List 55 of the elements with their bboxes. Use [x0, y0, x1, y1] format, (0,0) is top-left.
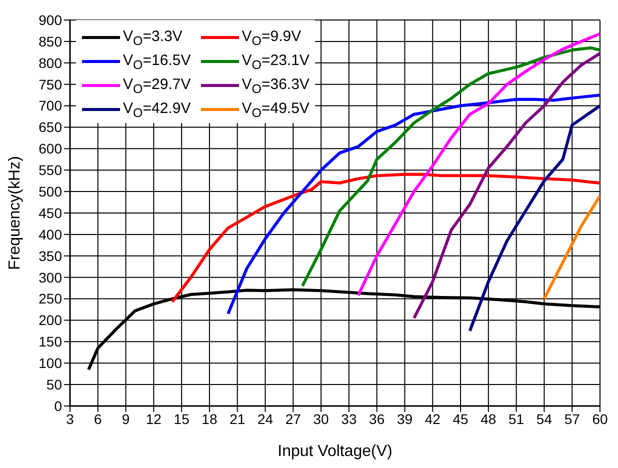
- legend-label: V$_{O}$=23.1V: [242, 52, 310, 72]
- x-tick-label: 9: [122, 410, 130, 427]
- y-tick-label: 150: [38, 334, 62, 350]
- y-tick-label: 50: [46, 376, 62, 393]
- line-series: [356, 32, 600, 297]
- y-tick-label: 550: [38, 162, 62, 178]
- line-series: [170, 172, 600, 304]
- line-series: [412, 52, 600, 320]
- x-axis-title: Input Voltage(V): [278, 443, 392, 460]
- x-tick-label: 24: [257, 410, 274, 427]
- x-tick-label: 12: [146, 410, 162, 427]
- x-tick-label: 36: [369, 410, 385, 427]
- y-tick-label: 200: [38, 312, 62, 328]
- x-tick-label: 18: [202, 410, 218, 427]
- y-axis-title: Frequency(kHz): [6, 156, 24, 270]
- y-tick-label: 500: [38, 184, 62, 200]
- x-tick-label: 39: [396, 410, 413, 427]
- y-tick-label: 450: [38, 204, 62, 221]
- x-tick-label: 27: [285, 410, 302, 427]
- line-series: [542, 194, 600, 300]
- y-tick-label: 650: [38, 119, 62, 136]
- x-tick-label: 54: [536, 410, 552, 427]
- y-tick-label: 250: [38, 290, 62, 307]
- y-tick-label: 350: [38, 248, 62, 264]
- legend-label: V$_{O}$=3.3V: [123, 28, 182, 48]
- x-tick-label: 6: [94, 410, 102, 427]
- line-series: [468, 104, 600, 332]
- x-tick-label: 33: [341, 410, 357, 427]
- x-tick-label: 42: [424, 410, 441, 427]
- x-tick-label: 60: [592, 410, 608, 427]
- legend-label: V$_{O}$=16.5V: [123, 52, 191, 72]
- y-tick-label: 100: [38, 355, 62, 372]
- x-tick-label: 30: [313, 410, 330, 427]
- legend-label: V$_{O}$=49.5V: [242, 100, 310, 120]
- y-tick-label: 0: [54, 398, 62, 414]
- y-tick-label: 400: [38, 226, 62, 242]
- x-tick-label: 15: [174, 410, 190, 427]
- y-tick-label: 600: [38, 140, 62, 157]
- y-tick-label: 300: [38, 269, 62, 286]
- legend-label: V$_{O}$=9.9V: [242, 28, 302, 48]
- legend-label: V$_{O}$=29.7V: [123, 76, 191, 96]
- y-tick-label: 900: [38, 12, 62, 28]
- x-tick-label: 3: [66, 410, 74, 427]
- y-tick-label: 700: [38, 98, 62, 114]
- y-tick-label: 750: [38, 76, 62, 92]
- x-tick-label: 51: [508, 410, 524, 427]
- legend-label: V$_{O}$=36.3V: [242, 76, 310, 96]
- x-tick-label: 48: [480, 410, 496, 427]
- line-series: [226, 94, 600, 316]
- x-tick-label: 21: [230, 410, 246, 427]
- y-tick-label: 800: [38, 54, 62, 71]
- x-tick-label: 45: [452, 410, 469, 427]
- y-tick-label: 850: [38, 33, 62, 50]
- x-tick-label: 57: [564, 410, 580, 427]
- legend-label: V$_{O}$=42.9V: [123, 100, 191, 120]
